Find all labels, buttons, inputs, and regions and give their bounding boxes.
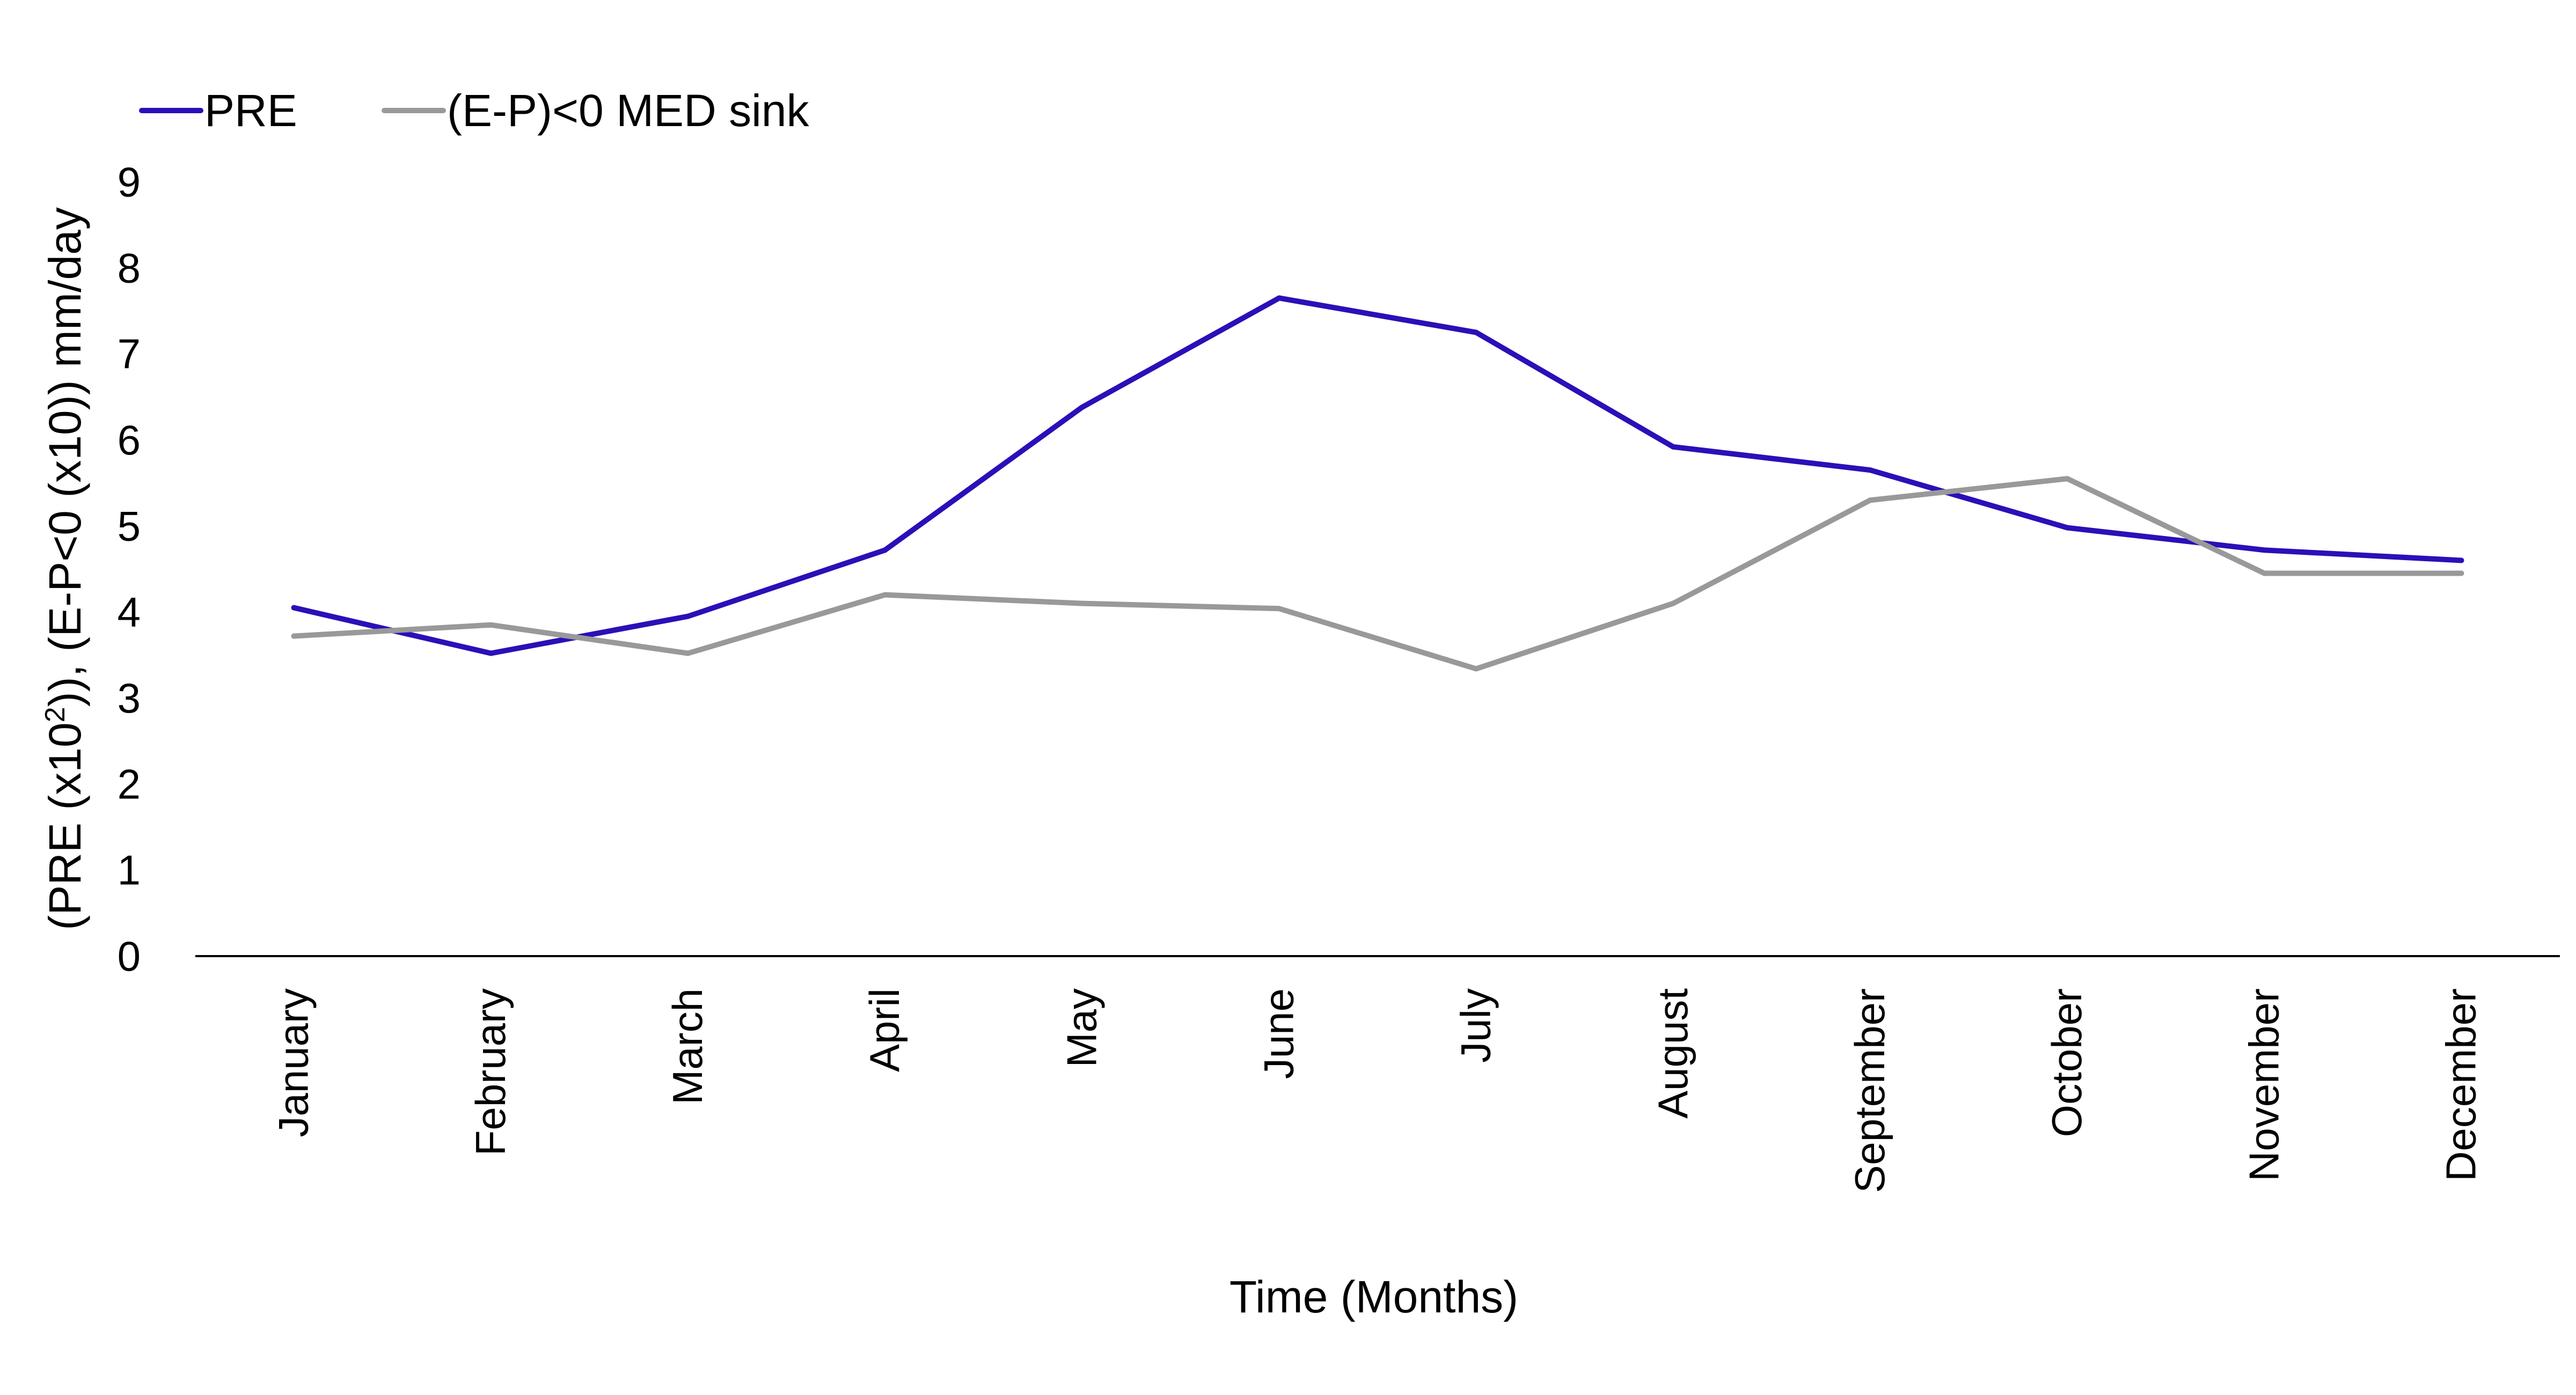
- data-point: [291, 633, 297, 639]
- data-point: [2262, 570, 2267, 576]
- data-point: [488, 622, 494, 628]
- data-point: [685, 650, 691, 656]
- data-point: [1079, 405, 1085, 410]
- y-tick-label: 5: [118, 502, 141, 549]
- legend-label: PRE: [204, 85, 297, 136]
- data-point: [685, 613, 691, 619]
- data-point: [882, 592, 888, 598]
- data-point: [291, 605, 297, 611]
- x-tick-label: February: [467, 988, 514, 1156]
- x-tick-label: March: [664, 988, 711, 1105]
- data-point: [882, 547, 888, 553]
- y-tick-label: 6: [118, 416, 141, 464]
- series-group: [291, 295, 2464, 656]
- data-point: [2262, 547, 2267, 553]
- y-axis-label-superscript: 2: [40, 707, 71, 722]
- x-tick-label: January: [270, 988, 317, 1137]
- data-point: [1867, 497, 1873, 503]
- x-tick-label: April: [861, 988, 908, 1072]
- legend-label: (E-P)<0 MED sink: [447, 85, 809, 136]
- data-point: [1276, 295, 1282, 301]
- x-tick-label: September: [1846, 988, 1893, 1193]
- data-point: [1079, 600, 1085, 606]
- data-point: [2065, 525, 2070, 531]
- x-tick-label: December: [2437, 988, 2484, 1181]
- x-axis: January February March April May June July Augu…: [195, 955, 2560, 1193]
- y-tick-label: 8: [118, 244, 141, 291]
- legend: PRE (E-P)<0 MED sink: [139, 85, 809, 136]
- series-line: [291, 295, 2464, 656]
- x-tick-label: June: [1255, 988, 1302, 1079]
- series-group: [291, 476, 2464, 672]
- x-tick-label: November: [2240, 988, 2287, 1181]
- y-tick-label: 9: [118, 158, 141, 205]
- data-point: [2458, 570, 2464, 576]
- data-point: [1670, 600, 1676, 606]
- y-tick-label: 3: [118, 674, 141, 722]
- y-axis-label-suffix: )), (E-P<0 (x10)) mm/day: [40, 207, 90, 707]
- series-line: [291, 476, 2464, 672]
- y-tick-label: 4: [118, 589, 141, 636]
- legend-item: PRE: [139, 85, 297, 136]
- data-point: [1473, 666, 1479, 672]
- data-point: [1670, 444, 1676, 450]
- x-axis-label: Time (Months): [1230, 1272, 1518, 1322]
- y-axis: 0 1 2 3 4 5 6 7 8 9: [118, 158, 141, 980]
- data-point: [2458, 557, 2464, 563]
- y-tick-label: 7: [118, 331, 141, 378]
- y-axis-label: (PRE (x102)), (E-P<0 (x10)) mm/day: [40, 207, 90, 930]
- x-tick-label: October: [2043, 988, 2090, 1137]
- x-tick-label: July: [1452, 988, 1499, 1063]
- y-tick-label: 0: [118, 933, 141, 980]
- y-axis-label-prefix: (PRE (x10: [40, 722, 90, 930]
- data-point: [2065, 476, 2070, 482]
- x-tick-label: August: [1649, 988, 1696, 1119]
- data-point: [1276, 606, 1282, 612]
- y-tick-label: 1: [118, 847, 141, 894]
- y-tick-label: 2: [118, 760, 141, 807]
- data-point: [1473, 329, 1479, 335]
- data-point: [1867, 467, 1873, 473]
- legend-item: (E-P)<0 MED sink: [382, 85, 809, 136]
- data-point: [488, 650, 494, 656]
- series-layer: [291, 295, 2464, 672]
- x-tick-label: May: [1058, 988, 1105, 1067]
